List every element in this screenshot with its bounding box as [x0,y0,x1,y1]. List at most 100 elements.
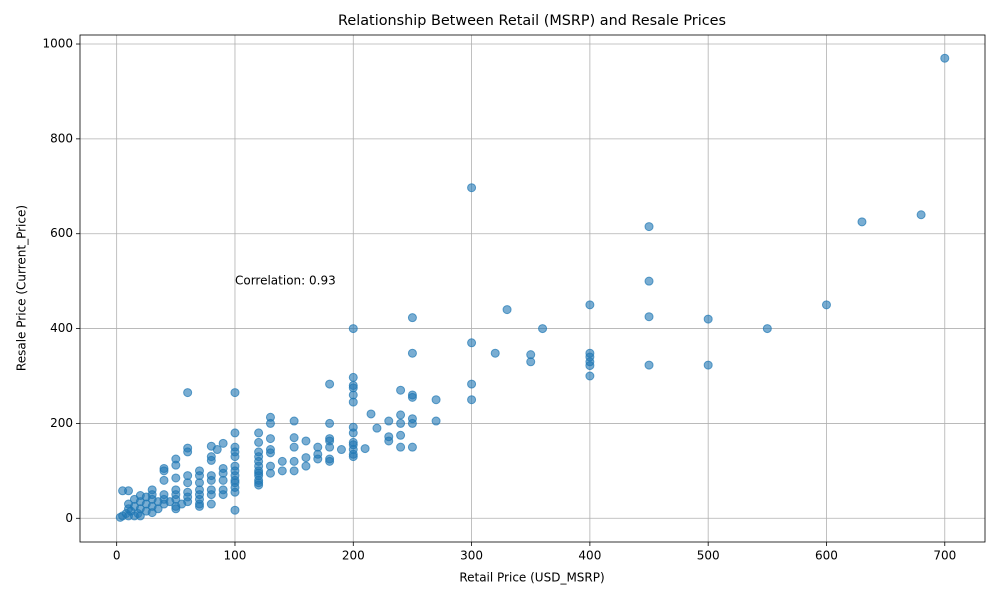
point [159,475,169,485]
point [254,437,264,447]
point [171,460,181,470]
point [348,324,358,334]
point [762,324,772,334]
x-tick-label: 400 [578,549,601,563]
point [940,53,950,63]
point [171,504,181,514]
point [301,453,311,463]
point [348,372,358,382]
point [396,385,406,395]
point [301,436,311,446]
plot-frame [79,34,986,543]
point [135,511,145,521]
x-tick-label: 300 [460,549,483,563]
point [703,360,713,370]
y-tick-label: 1000 [42,37,73,51]
point [265,448,275,458]
point [265,434,275,444]
point [206,499,216,509]
point [265,468,275,478]
point [254,428,264,438]
point [644,222,654,232]
point [159,466,169,476]
point [857,217,867,227]
point [194,501,204,511]
point [289,466,299,476]
point [183,447,193,457]
point [206,455,216,465]
point [230,388,240,398]
point [821,300,831,310]
point [206,490,216,500]
annotation: Correlation: 0.93 [235,274,336,288]
point [325,456,335,466]
point [301,461,311,471]
point [230,487,240,497]
x-tick-label: 0 [113,549,121,563]
point [585,300,595,310]
point [218,490,228,500]
x-tick-label: 600 [815,549,838,563]
y-tick-label: 800 [50,131,73,145]
point [313,454,323,464]
point [490,348,500,358]
x-tick-label: 200 [342,549,365,563]
point [348,397,358,407]
point [366,409,376,419]
point [526,357,536,367]
point [644,360,654,370]
point [147,508,157,518]
point [431,416,441,426]
point [407,442,417,452]
point [277,456,287,466]
point [218,438,228,448]
point [206,475,216,485]
x-tick-label: 100 [224,549,247,563]
point [384,416,394,426]
point [218,475,228,485]
point [325,442,335,452]
point [289,442,299,452]
point [212,445,222,455]
point [585,361,595,371]
y-tick-label: 600 [50,226,73,240]
point [396,410,406,420]
point [644,312,654,322]
chart-title: Relationship Between Retail (MSRP) and R… [338,13,726,29]
point [467,338,477,348]
point [336,445,346,455]
point [183,478,193,488]
point [407,348,417,358]
point [916,210,926,220]
point [159,499,169,509]
point [467,183,477,193]
point [396,418,406,428]
point [703,314,713,324]
point [124,486,134,496]
point [538,324,548,334]
point [348,452,358,462]
x-axis-label: Retail Price (USD_MSRP) [459,571,604,585]
point [644,276,654,286]
point [171,473,181,483]
point [502,305,512,315]
point [396,442,406,452]
point [230,505,240,515]
point [372,423,382,433]
point [289,416,299,426]
point [396,430,406,440]
point [289,433,299,443]
point [467,379,477,389]
y-tick-label: 400 [50,321,73,335]
point [348,428,358,438]
y-tick-label: 0 [65,511,73,525]
point [325,379,335,389]
point [431,395,441,405]
point [277,466,287,476]
point [407,313,417,323]
point [115,512,125,522]
point [230,452,240,462]
y-tick-label: 200 [50,416,73,430]
point [360,444,370,454]
